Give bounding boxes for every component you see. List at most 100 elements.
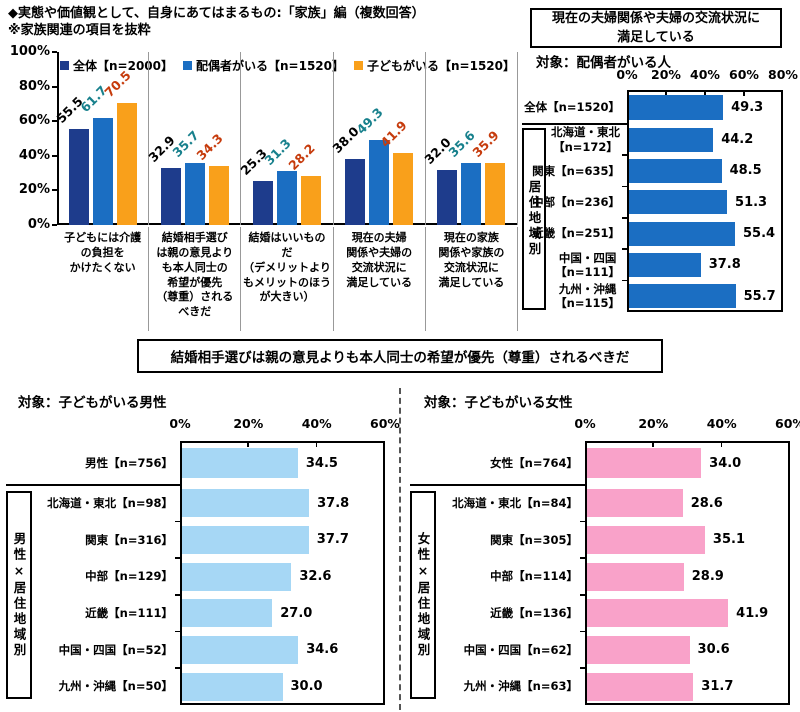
chart-subject: 対象：子どもがいる男性 <box>18 395 167 411</box>
group-sidebar-label: 女性×居住地域別 <box>415 531 431 659</box>
x-axis-tick-label: 40% <box>706 416 737 431</box>
chart-title: ◆実態や価値観として、自身にあてはまるもの:「家族」編（複数回答） ※家族関連の… <box>8 5 425 39</box>
bar <box>629 94 724 120</box>
category-group: 32.9 35.7 34.3 <box>145 52 242 225</box>
bar <box>587 448 702 478</box>
row-label: 近畿【n=136】 <box>490 606 578 621</box>
row-label: 近畿【n=251】 <box>532 226 620 241</box>
y-axis-tick-label: 80% <box>18 78 50 94</box>
row-label: 関東【n=305】 <box>490 532 578 547</box>
row-tick <box>580 557 585 559</box>
y-axis-tick <box>52 51 57 53</box>
chart-title-line-1: ◆実態や価値観として、自身にあてはまるもの:「家族」編（複数回答） <box>8 6 425 21</box>
bar-value-label: 27.0 <box>280 605 313 621</box>
x-axis-tick <box>704 90 706 96</box>
y-axis-tick-label: 40% <box>18 147 50 163</box>
category-label: 子どもには介護 の負担を かけたくない <box>57 227 150 331</box>
bar-value-label: 55.7 <box>743 288 776 304</box>
row-tick <box>580 520 585 523</box>
bar <box>345 159 366 225</box>
row-label: 北海道・東北【n=98】 <box>47 496 173 511</box>
x-axis-tick <box>315 441 318 447</box>
chart-title-line-2: ※家族関連の項目を抜粋 <box>8 23 151 38</box>
row-label: 男性【n=756】 <box>85 455 173 470</box>
row-tick <box>580 594 585 596</box>
y-axis-tick-label: 0% <box>27 217 50 232</box>
group-separator <box>6 484 180 486</box>
x-axis-tick-label: 0% <box>616 67 638 82</box>
bar <box>629 159 722 183</box>
x-axis-tick-label: 40% <box>301 416 332 431</box>
dashed-divider <box>399 388 401 710</box>
category-group: 32.0 35.6 35.9 <box>422 52 518 225</box>
bar-value-label: 44.2 <box>721 132 754 148</box>
plot-frame <box>585 441 790 705</box>
bar-value-label: 51.3 <box>735 194 768 210</box>
group-sidebar: 男性×居住地域別 <box>6 491 32 699</box>
row-label: 関東【n=635】 <box>532 163 620 178</box>
chart-title-box: 現在の夫婦関係や夫婦の交流状況に 満足している <box>530 8 782 48</box>
bar-value-label: 30.6 <box>697 642 730 658</box>
category-label: 結婚はいいもの だ（デメリットより もメリットのほう が大きい） <box>241 227 334 331</box>
row-label: 中部【n=236】 <box>532 195 620 210</box>
legend-item: 子どもがいる【n=1520】 <box>354 57 515 74</box>
row-tick <box>175 667 180 669</box>
bar <box>629 253 701 277</box>
bar <box>587 562 684 591</box>
row-tick <box>175 557 180 559</box>
bar <box>68 129 89 225</box>
x-axis-tick-label: 60% <box>775 416 800 431</box>
bar-value-label: 41.9 <box>377 117 410 150</box>
row-label: 北海道・東北【n=84】 <box>452 496 578 511</box>
bar <box>92 118 113 225</box>
x-axis-tick <box>720 441 723 447</box>
legend-item: 配偶者がいる【n=1520】 <box>183 57 344 74</box>
male-by-region-chart: 対象：子どもがいる男性 0% 20% 40% 60% 男性【n=756】 34.5 男性×居住… <box>0 385 400 712</box>
legend-swatch <box>354 61 363 70</box>
bar <box>182 562 292 591</box>
bar <box>437 169 458 225</box>
bar <box>485 162 506 225</box>
group-sidebar: 居住地域別 <box>522 128 546 310</box>
row-label: 中国・四国 【n=111】 <box>555 250 620 279</box>
bar <box>116 103 137 225</box>
bar-value-label: 34.0 <box>709 455 742 471</box>
bar <box>184 163 205 225</box>
bar <box>182 636 299 664</box>
row-tick <box>622 185 627 188</box>
row-label: 中国・四国【n=52】 <box>58 642 173 657</box>
x-axis-tick-label: 60% <box>370 416 400 431</box>
bar <box>208 165 229 225</box>
bar <box>182 489 310 518</box>
category-group: 55.5 61.7 70.5 <box>53 52 150 225</box>
category-group: 25.3 31.3 28.2 <box>237 52 334 225</box>
bar-value-label: 28.6 <box>690 495 723 511</box>
bar-value-label: 32.6 <box>299 569 332 585</box>
category-group: 38.0 49.3 41.9 <box>330 52 426 225</box>
bar <box>252 181 273 225</box>
y-axis-tick-label: 60% <box>18 113 50 129</box>
legend-swatch <box>183 61 192 70</box>
bar-value-label: 28.9 <box>691 569 724 585</box>
x-axis-tick-label: 60% <box>729 67 759 82</box>
group-sidebar: 女性×居住地域別 <box>410 491 436 699</box>
bar <box>393 152 414 225</box>
x-axis-tick-label: 0% <box>574 416 596 431</box>
bar-value-label: 49.3 <box>353 104 386 137</box>
bar <box>182 599 273 628</box>
bar-value-label: 37.8 <box>708 257 741 273</box>
row-tick <box>175 594 180 596</box>
family-values-chart: ◆実態や価値観として、自身にあてはまるもの:「家族」編（複数回答） ※家族関連の… <box>0 0 520 335</box>
bar-value-label: 35.9 <box>469 127 503 160</box>
row-tick <box>175 630 180 633</box>
bar-value-label: 31.7 <box>701 679 734 695</box>
legend-swatch <box>60 61 69 70</box>
bar <box>629 221 736 246</box>
row-label: 中部【n=114】 <box>490 569 578 584</box>
bar-value-label: 41.9 <box>736 605 769 621</box>
bar <box>587 526 705 554</box>
bar-value-label: 48.5 <box>729 163 762 179</box>
x-axis-tick <box>665 90 667 96</box>
bar <box>587 599 729 628</box>
